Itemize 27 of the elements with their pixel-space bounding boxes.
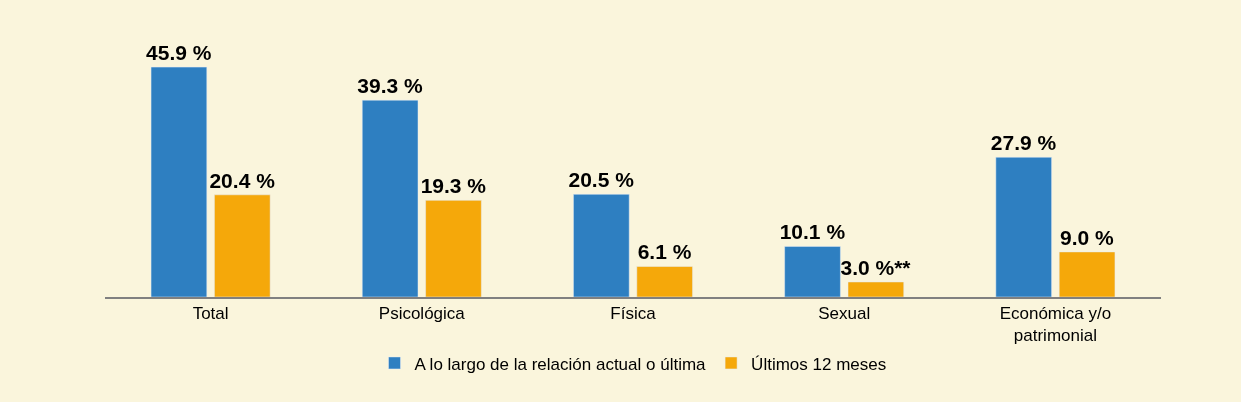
x-tick-label: Psicológica [378,304,466,324]
bar [214,194,271,297]
bar [150,66,208,297]
data-label: 3.0 %** [840,255,912,279]
bar [847,281,905,297]
data-label: 19.3 % [420,174,487,198]
data-label: 20.5 % [568,168,635,192]
legend-label: A lo largo de la relación actual o última [414,354,707,374]
bar [995,157,1052,297]
x-tick-label: Económica y/o patrimonial [999,304,1112,346]
bar [1058,251,1116,297]
data-label: 27.9 % [990,131,1057,155]
bar [784,246,841,297]
bar [573,194,630,297]
x-tick-label: Total [192,304,229,324]
x-tick-label: Física [610,304,657,324]
bar [636,266,693,297]
data-label: 9.0 % [1060,225,1115,249]
data-label: 6.1 % [637,240,692,264]
bar [361,99,419,297]
data-label: 20.4 % [209,168,276,192]
legend-label: Últimos 12 meses [751,354,887,374]
data-label: 39.3 % [357,74,423,98]
x-tick-label: Sexual [818,304,871,324]
data-label: 45.9 % [146,41,212,65]
data-label: 10.1 % [779,220,846,244]
bar [425,200,482,297]
